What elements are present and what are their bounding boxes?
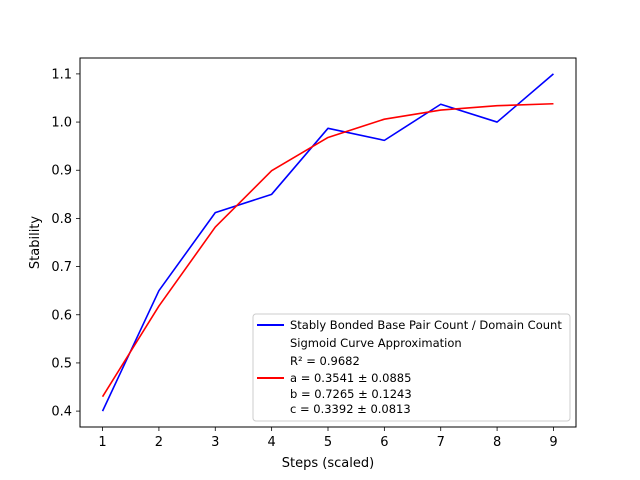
observed-series-line — [101, 73, 554, 412]
x-tick-label: 4 — [267, 435, 275, 450]
y-tick-label: 0.8 — [51, 212, 72, 227]
y-tick-label: 0.4 — [51, 405, 72, 420]
legend-box — [252, 313, 571, 422]
legend-param-b: b = 0.7265 ± 0.1243 — [290, 387, 412, 401]
x-axis-label: Steps (scaled) — [282, 456, 374, 471]
sigmoid-fit-line — [101, 102, 554, 398]
y-axis: 0.4 0.5 0.6 0.7 0.8 0.9 1.0 1.1 — [51, 67, 80, 420]
legend-param-c: c = 0.3392 ± 0.0813 — [290, 402, 411, 416]
x-tick-label: 2 — [155, 435, 163, 450]
x-axis: 1 2 3 4 5 6 7 8 9 — [98, 427, 558, 450]
legend-entry-sigmoid: Sigmoid Curve Approximation — [290, 336, 462, 350]
series-layer — [101, 73, 554, 412]
y-axis-label: Stability — [28, 216, 43, 270]
y-tick-label: 0.5 — [51, 356, 72, 371]
legend-param-a: a = 0.3541 ± 0.0885 — [290, 371, 411, 385]
x-tick-label: 9 — [549, 435, 557, 450]
y-tick-label: 1.0 — [51, 116, 72, 131]
x-tick-label: 7 — [437, 435, 445, 450]
legend-r-squared: R² = 0.9682 — [290, 354, 360, 368]
x-tick-label: 8 — [493, 435, 501, 450]
x-tick-label: 1 — [98, 435, 106, 450]
x-tick-label: 5 — [324, 435, 332, 450]
y-tick-label: 0.6 — [51, 308, 72, 323]
legend: Stably Bonded Base Pair Count / Domain C… — [252, 313, 571, 422]
x-tick-label: 3 — [211, 435, 219, 450]
y-tick-label: 1.1 — [51, 67, 72, 82]
legend-entry-observed: Stably Bonded Base Pair Count / Domain C… — [290, 318, 562, 332]
x-tick-label: 6 — [380, 435, 388, 450]
y-tick-label: 0.7 — [51, 260, 72, 275]
y-tick-label: 0.9 — [51, 164, 72, 179]
